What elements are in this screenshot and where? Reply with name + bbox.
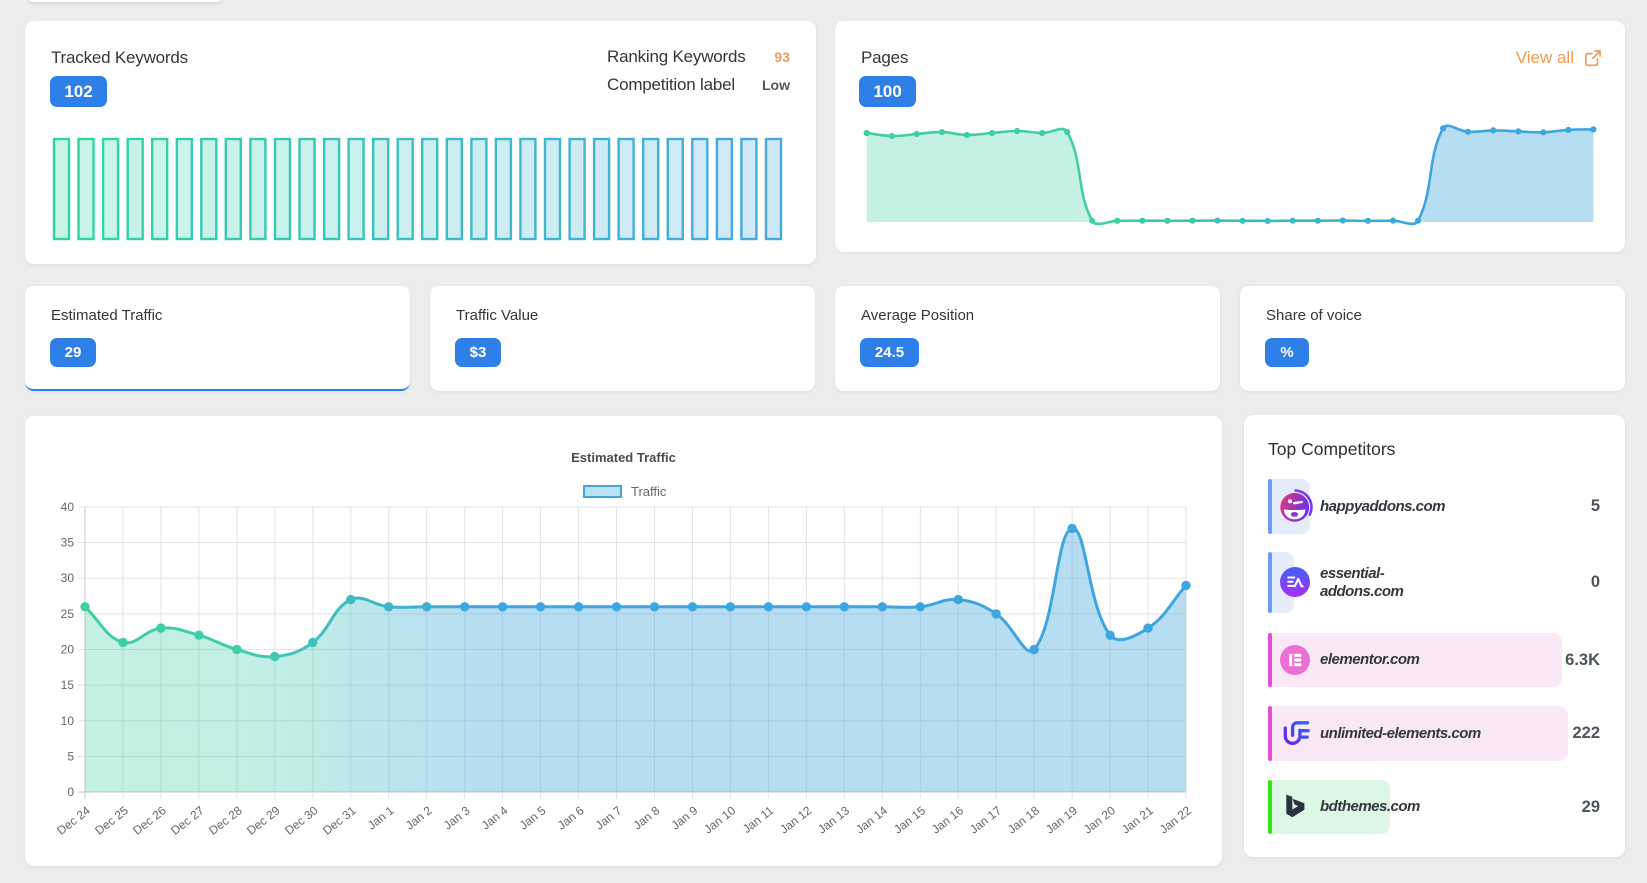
svg-text:Jan 1: Jan 1 (365, 803, 397, 832)
svg-text:Jan 16: Jan 16 (929, 803, 966, 836)
svg-text:Dec 26: Dec 26 (130, 803, 169, 838)
svg-text:Jan 10: Jan 10 (701, 803, 738, 836)
svg-text:Dec 31: Dec 31 (320, 803, 359, 838)
svg-text:30: 30 (61, 571, 75, 585)
svg-text:25: 25 (61, 607, 75, 621)
svg-text:Dec 29: Dec 29 (244, 803, 283, 838)
svg-text:Jan 5: Jan 5 (517, 803, 549, 832)
svg-text:Jan 3: Jan 3 (441, 803, 473, 832)
svg-text:Jan 15: Jan 15 (891, 803, 928, 836)
svg-text:15: 15 (61, 678, 75, 692)
svg-text:Dec 28: Dec 28 (206, 803, 245, 838)
svg-text:40: 40 (61, 500, 75, 514)
svg-text:Jan 19: Jan 19 (1043, 803, 1080, 836)
svg-text:10: 10 (61, 714, 75, 728)
svg-text:20: 20 (61, 643, 75, 657)
svg-text:Jan 14: Jan 14 (853, 803, 890, 836)
svg-text:35: 35 (61, 536, 75, 550)
svg-text:Jan 21: Jan 21 (1119, 803, 1156, 836)
svg-text:Jan 20: Jan 20 (1081, 803, 1118, 836)
svg-text:Jan 6: Jan 6 (555, 803, 587, 832)
svg-text:Jan 8: Jan 8 (631, 803, 663, 832)
svg-text:0: 0 (67, 785, 74, 799)
svg-text:5: 5 (67, 749, 74, 763)
svg-text:Jan 11: Jan 11 (740, 803, 777, 836)
svg-text:Dec 30: Dec 30 (282, 803, 321, 838)
svg-text:Jan 17: Jan 17 (967, 803, 1004, 836)
svg-text:Jan 12: Jan 12 (777, 803, 814, 836)
svg-text:Jan 9: Jan 9 (669, 803, 701, 832)
svg-text:Jan 2: Jan 2 (403, 803, 435, 832)
svg-text:Dec 24: Dec 24 (54, 803, 93, 838)
svg-text:Jan 13: Jan 13 (815, 803, 852, 836)
svg-text:Jan 18: Jan 18 (1005, 803, 1042, 836)
svg-text:Dec 27: Dec 27 (168, 803, 207, 838)
svg-text:Jan 22: Jan 22 (1157, 803, 1194, 836)
svg-text:Dec 25: Dec 25 (92, 803, 131, 838)
svg-text:Jan 7: Jan 7 (593, 803, 625, 832)
svg-text:Jan 4: Jan 4 (479, 803, 511, 832)
